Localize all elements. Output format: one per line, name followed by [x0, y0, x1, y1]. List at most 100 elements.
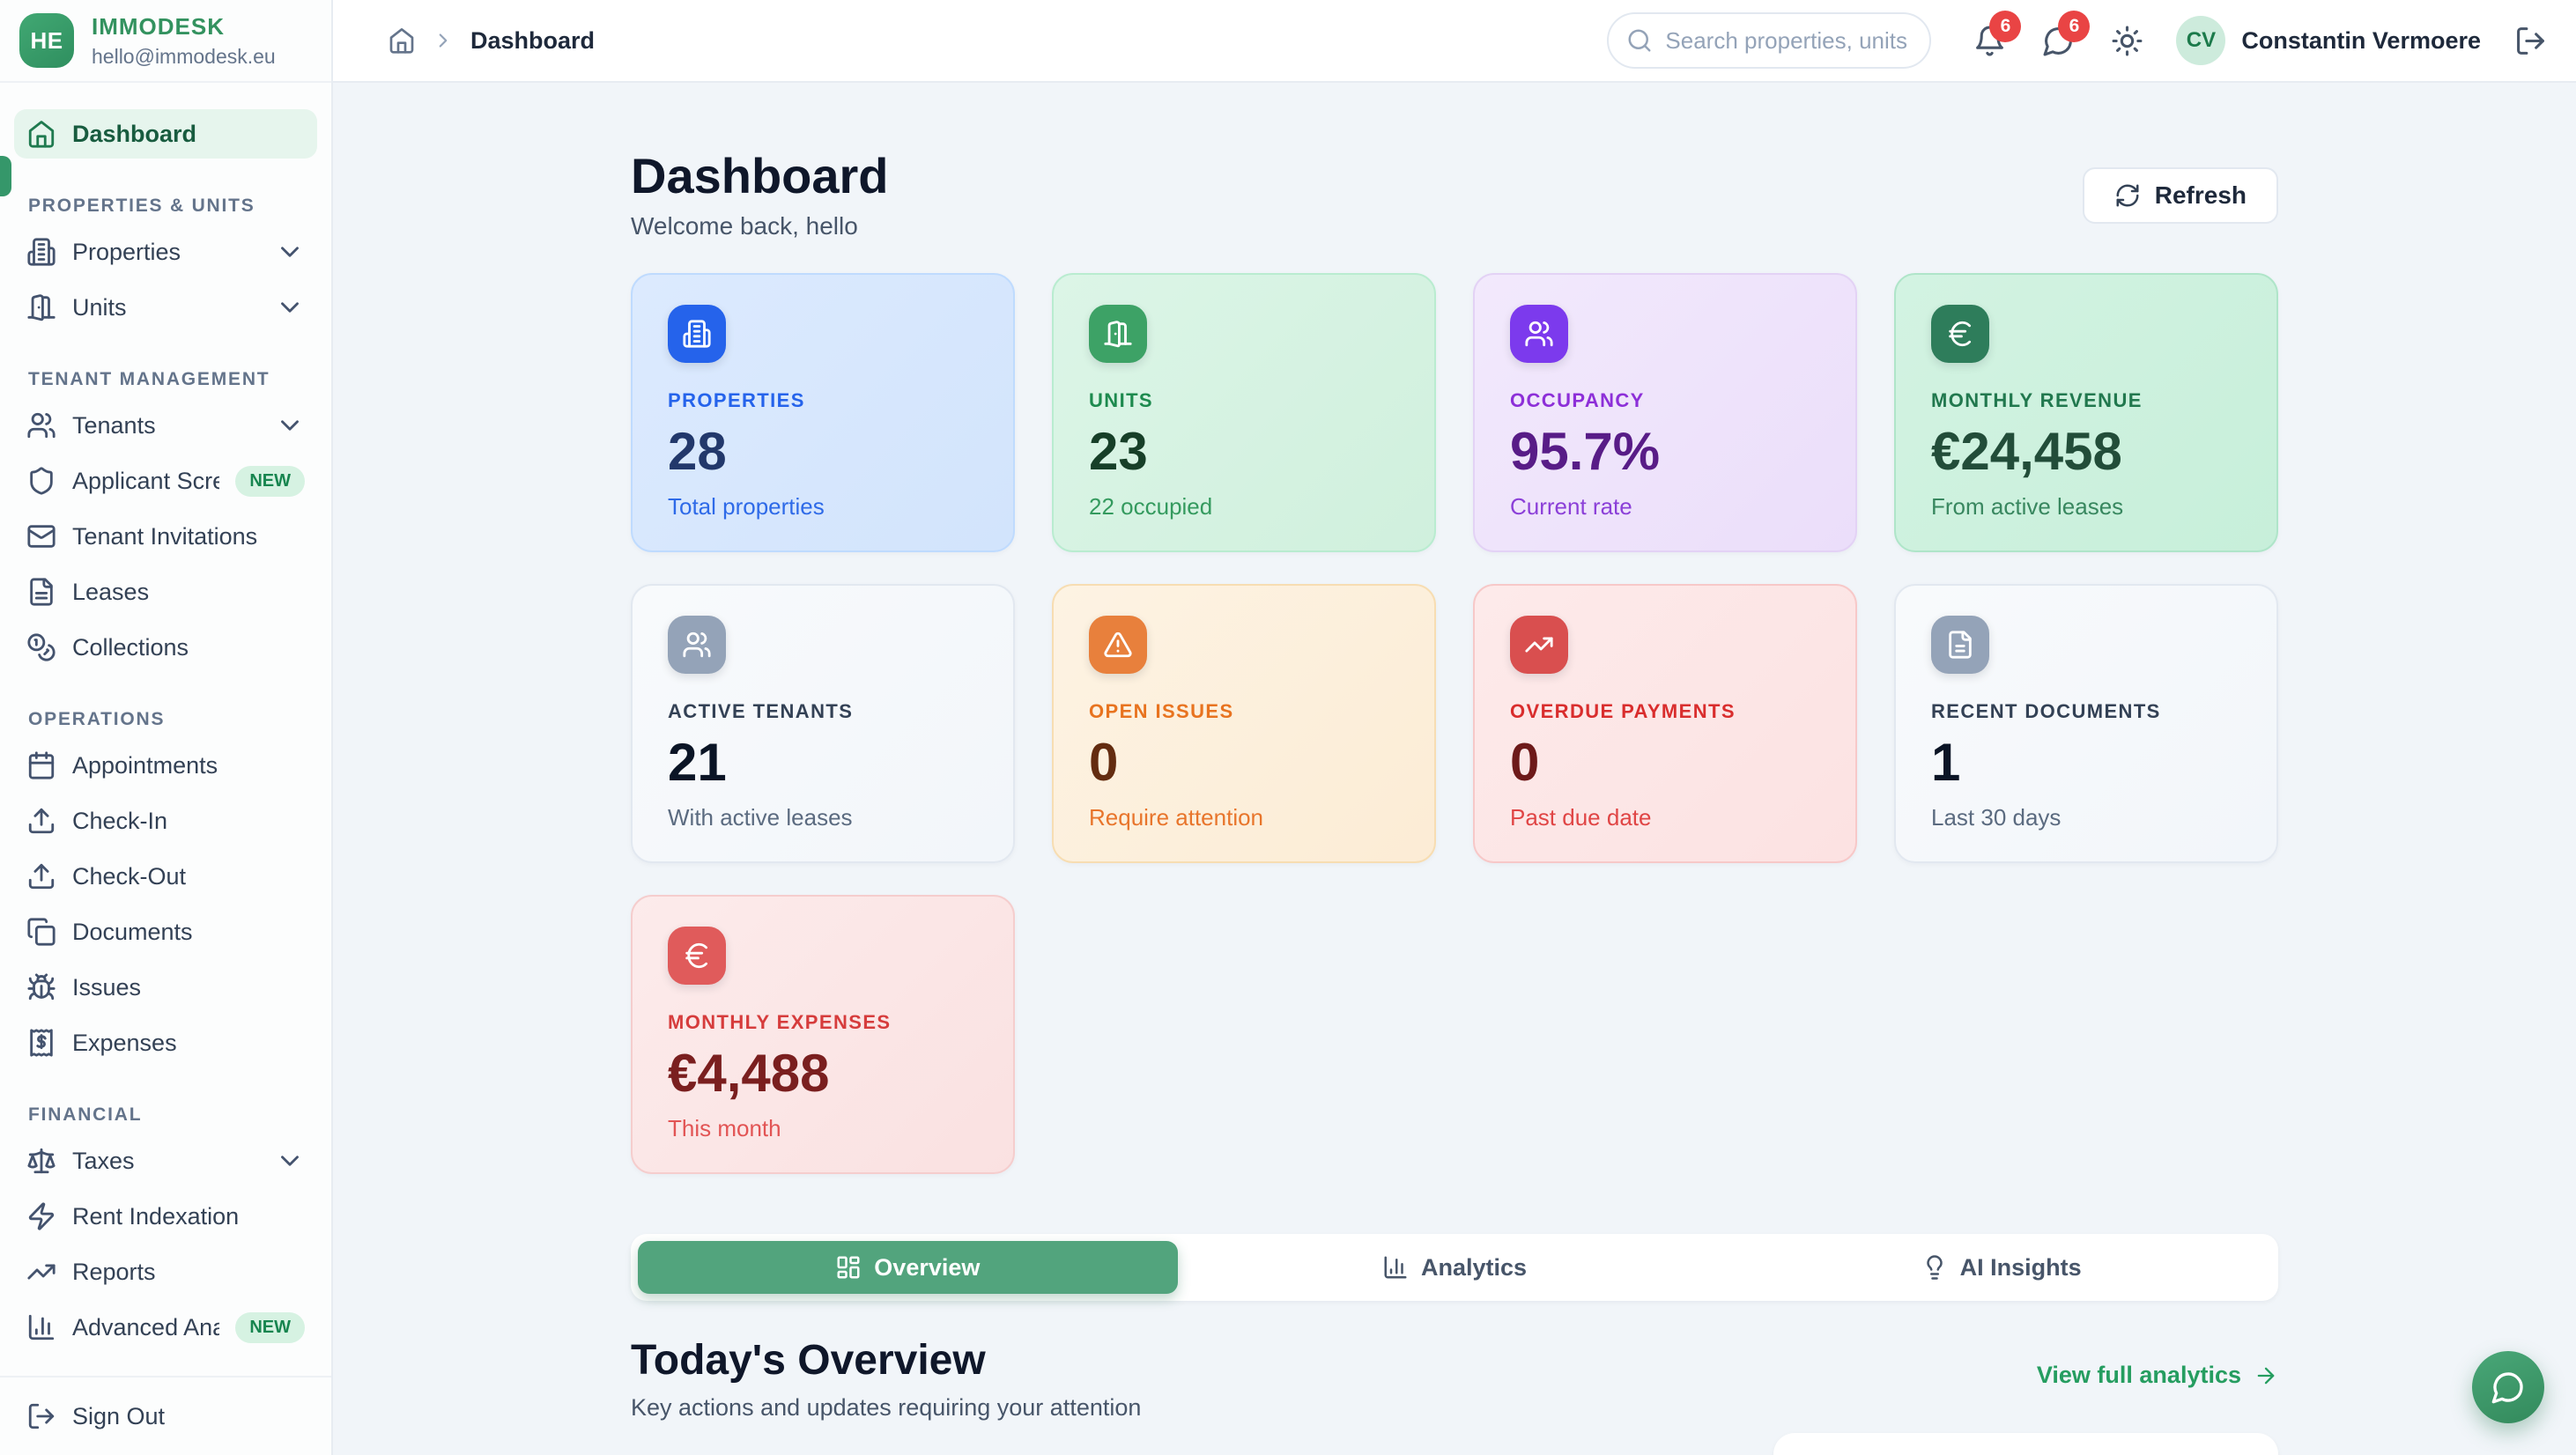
sidebar-item-label: Tenant Invitations	[72, 522, 258, 550]
trending-up-icon	[1524, 630, 1554, 660]
sidebar-item-taxes[interactable]: Taxes	[14, 1136, 317, 1185]
stat-card-recent-documents[interactable]: RECENT DOCUMENTS 1 Last 30 days	[1894, 584, 2278, 863]
arrow-right-icon	[2254, 1363, 2278, 1388]
refresh-icon	[2114, 182, 2141, 209]
sidebar-item-reports[interactable]: Reports	[14, 1247, 317, 1296]
notifications-button[interactable]: 6	[1970, 11, 2022, 60]
stat-label: MONTHLY REVENUE	[1931, 389, 2143, 411]
sidebar-item-advanced-analytics[interactable]: Advanced Analyt... NEW	[14, 1303, 317, 1352]
content: Dashboard Welcome back, hello Refresh PR…	[333, 83, 2576, 1455]
tab-overview[interactable]: Overview	[638, 1241, 1178, 1294]
sidebar-section-operations: OPERATIONS	[28, 709, 166, 729]
mail-icon	[26, 521, 56, 551]
stat-label: OVERDUE PAYMENTS	[1510, 700, 1736, 722]
stat-label: OPEN ISSUES	[1089, 700, 1234, 722]
stat-label: MONTHLY EXPENSES	[668, 1011, 892, 1033]
logout-button[interactable]	[2511, 21, 2550, 60]
stats-grid: PROPERTIES 28 Total properties UNITS 23 …	[631, 273, 2278, 1174]
sign-out-button[interactable]: Sign Out	[14, 1392, 317, 1441]
stat-card-open-issues[interactable]: OPEN ISSUES 0 Require attention	[1052, 584, 1436, 863]
page-subtitle: Welcome back, hello	[631, 212, 858, 240]
sidebar-item-leases[interactable]: Leases	[14, 567, 317, 617]
sidebar-item-documents[interactable]: Documents	[14, 907, 317, 956]
alert-triangle-icon	[1103, 630, 1133, 660]
sidebar-item-label: Advanced Analyt...	[72, 1313, 220, 1341]
sidebar-item-label: Appointments	[72, 751, 218, 779]
tab-ai-insights[interactable]: AI Insights	[1731, 1241, 2271, 1294]
search-input[interactable]	[1607, 12, 1932, 69]
stat-label: PROPERTIES	[668, 389, 805, 411]
home-icon	[26, 119, 56, 149]
sidebar-item-units[interactable]: Units	[14, 283, 317, 332]
view-full-analytics-link[interactable]: View full analytics	[2037, 1362, 2278, 1389]
stat-subtitle: Past due date	[1510, 804, 1652, 831]
coins-icon	[26, 632, 56, 662]
sidebar-item-label: Applicant Screen...	[72, 467, 220, 494]
chat-fab-button[interactable]	[2472, 1351, 2544, 1423]
sidebar-item-dashboard[interactable]: Dashboard	[14, 109, 317, 159]
sidebar-item-check-in[interactable]: Check-In	[14, 796, 317, 846]
sidebar-item-label: Tenants	[72, 411, 156, 439]
sidebar-item-collections[interactable]: Collections	[14, 623, 317, 672]
theme-toggle-button[interactable]	[2107, 21, 2146, 60]
euro-icon	[1945, 319, 1975, 349]
sidebar-item-properties[interactable]: Properties	[14, 227, 317, 277]
sidebar-item-check-out[interactable]: Check-Out	[14, 852, 317, 901]
topbar: Dashboard 6 6 CV	[333, 0, 2576, 83]
page-title-block: Dashboard Welcome back, hello	[631, 150, 889, 241]
scale-icon	[26, 1146, 56, 1176]
users-icon	[1524, 319, 1554, 349]
tab-analytics[interactable]: Analytics	[1185, 1241, 1725, 1294]
sidebar-item-expenses[interactable]: Expenses	[14, 1018, 317, 1067]
sidebar-item-label: Documents	[72, 918, 193, 945]
stat-card-overdue-payments[interactable]: OVERDUE PAYMENTS 0 Past due date	[1473, 584, 1857, 863]
building-icon	[682, 319, 712, 349]
search-icon	[1626, 27, 1653, 54]
stat-value: 95.7%	[1510, 422, 1661, 481]
stat-card-occupancy[interactable]: OCCUPANCY 95.7% Current rate	[1473, 273, 1857, 552]
stat-subtitle: This month	[668, 1115, 781, 1141]
stat-value: 0	[1089, 733, 1119, 792]
home-icon[interactable]	[388, 26, 416, 55]
bar-chart-icon	[1382, 1254, 1409, 1281]
stat-card-units[interactable]: UNITS 23 22 occupied	[1052, 273, 1436, 552]
brand-name: IMMODESK	[92, 12, 225, 40]
page-header: Dashboard Welcome back, hello Refresh	[631, 150, 2278, 241]
stat-label: UNITS	[1089, 389, 1153, 411]
messages-button[interactable]: 6	[2039, 11, 2091, 60]
door-open-icon	[26, 292, 56, 322]
stat-subtitle: 22 occupied	[1089, 493, 1213, 520]
stat-card-monthly-expenses[interactable]: MONTHLY EXPENSES €4,488 This month	[631, 895, 1015, 1174]
sidebar-item-tenant-invitations[interactable]: Tenant Invitations	[14, 512, 317, 561]
stat-card-monthly-revenue[interactable]: MONTHLY REVENUE €24,458 From active leas…	[1894, 273, 2278, 552]
user-menu[interactable]: CV Constantin Vermoere	[2176, 16, 2481, 65]
sidebar-item-appointments[interactable]: Appointments	[14, 741, 317, 790]
chevron-right-icon	[432, 29, 455, 52]
tab-bar: Overview Analytics AI Insights	[631, 1234, 2278, 1301]
sidebar-item-label: Reports	[72, 1258, 156, 1285]
layout-grid-icon	[835, 1254, 862, 1281]
sidebar-item-tenants[interactable]: Tenants	[14, 401, 317, 450]
refresh-button[interactable]: Refresh	[2082, 167, 2278, 224]
zap-icon	[26, 1201, 56, 1231]
sidebar-item-label: Dashboard	[72, 120, 197, 147]
sidebar-item-label: Properties	[72, 238, 181, 265]
calendar-icon	[26, 750, 56, 780]
bug-icon	[26, 972, 56, 1002]
notifications-badge: 6	[1989, 11, 2022, 42]
sidebar-item-label: Rent Indexation	[72, 1202, 240, 1230]
file-text-icon	[26, 577, 56, 607]
stat-card-active-tenants[interactable]: ACTIVE TENANTS 21 With active leases	[631, 584, 1015, 863]
sidebar-item-issues[interactable]: Issues	[14, 963, 317, 1012]
stat-value: 28	[668, 422, 727, 481]
upload-icon	[26, 806, 56, 836]
stat-subtitle: From active leases	[1931, 493, 2124, 520]
sidebar-item-applicant-screening[interactable]: Applicant Screen... NEW	[14, 456, 317, 506]
file-icon	[1945, 630, 1975, 660]
stat-card-properties[interactable]: PROPERTIES 28 Total properties	[631, 273, 1015, 552]
sidebar-item-rent-indexation[interactable]: Rent Indexation	[14, 1192, 317, 1241]
door-open-icon	[1103, 319, 1133, 349]
breadcrumb: Dashboard	[388, 26, 595, 55]
euro-icon	[682, 941, 712, 971]
